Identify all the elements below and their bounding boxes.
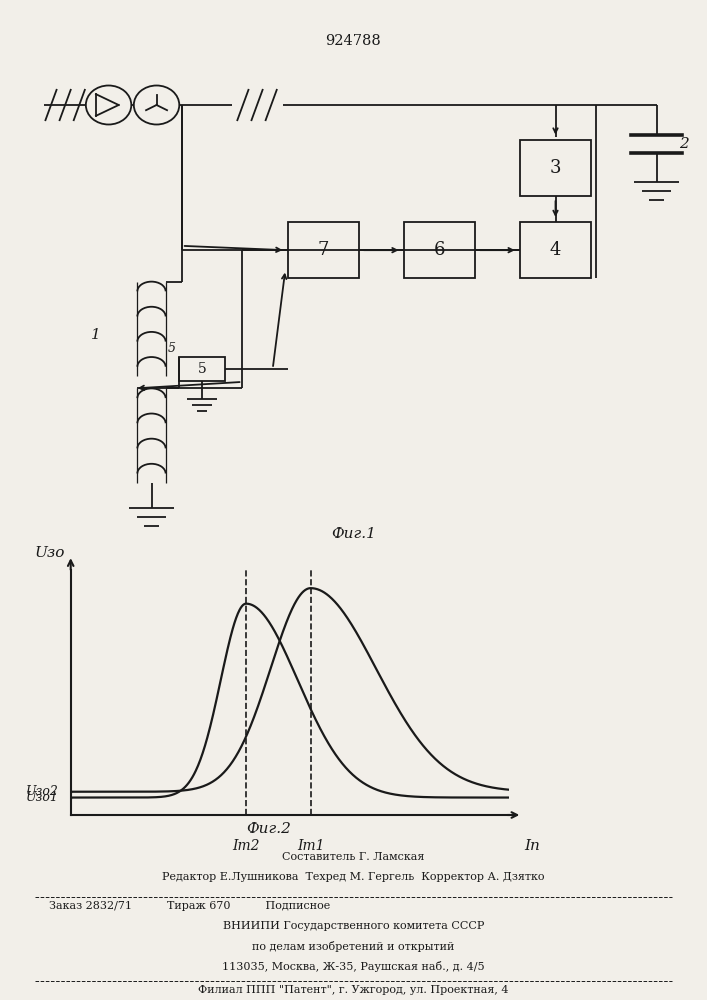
Text: Редактор Е.Лушникова  Техред М. Гергель  Корректор А. Дзятко: Редактор Е.Лушникова Техред М. Гергель К… bbox=[162, 872, 545, 882]
Text: Im1: Im1 bbox=[297, 840, 325, 854]
Text: Iп: Iп bbox=[524, 840, 540, 854]
Text: Uзо: Uзо bbox=[35, 546, 65, 560]
Text: 1: 1 bbox=[91, 328, 101, 342]
Text: 4: 4 bbox=[550, 241, 561, 259]
Text: 7: 7 bbox=[317, 241, 329, 259]
Text: ВНИИПИ Государственного комитета СССР: ВНИИПИ Государственного комитета СССР bbox=[223, 921, 484, 931]
Text: 6: 6 bbox=[433, 241, 445, 259]
Text: 113035, Москва, Ж-35, Раушская наб., д. 4/5: 113035, Москва, Ж-35, Раушская наб., д. … bbox=[222, 961, 485, 972]
Bar bbox=[404, 222, 474, 278]
Text: Заказ 2832/71          Тираж 670          Подписное: Заказ 2832/71 Тираж 670 Подписное bbox=[49, 901, 331, 911]
Bar bbox=[180, 357, 225, 381]
Text: Фиг.1: Фиг.1 bbox=[331, 527, 376, 541]
Text: 5: 5 bbox=[198, 362, 206, 376]
Text: Uзо2: Uзо2 bbox=[26, 785, 59, 798]
Text: 5: 5 bbox=[168, 342, 175, 355]
Text: Составитель Г. Ламская: Составитель Г. Ламская bbox=[282, 852, 425, 862]
Text: 924788: 924788 bbox=[326, 34, 381, 48]
Text: по делам изобретений и открытий: по делам изобретений и открытий bbox=[252, 941, 455, 952]
Bar bbox=[288, 222, 358, 278]
Text: Фиг.2: Фиг.2 bbox=[246, 822, 291, 836]
Bar bbox=[520, 140, 591, 196]
Text: 3: 3 bbox=[550, 159, 561, 177]
Text: Im2: Im2 bbox=[233, 840, 259, 854]
Bar bbox=[520, 222, 591, 278]
Text: Филиал ППП "Патент", г. Ужгород, ул. Проектная, 4: Филиал ППП "Патент", г. Ужгород, ул. Про… bbox=[198, 985, 509, 995]
Text: 2: 2 bbox=[679, 137, 689, 151]
Text: Uзо1: Uзо1 bbox=[26, 791, 59, 804]
